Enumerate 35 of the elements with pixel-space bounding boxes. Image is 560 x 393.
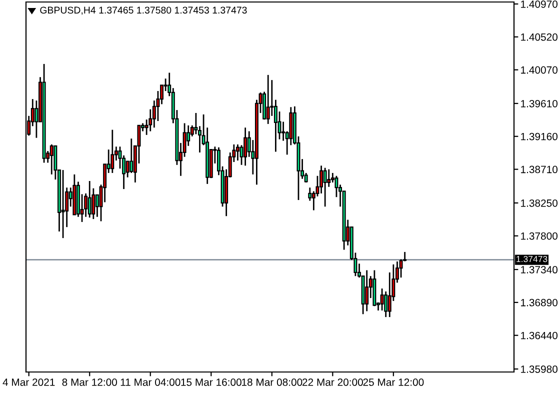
candlestick [365,270,369,312]
y-tick-label: 1.40970 [521,0,558,8]
x-tick-label: 18 Mar 08:00 [242,378,302,386]
candlestick [110,129,114,174]
candlestick [130,138,134,174]
y-tick-label: 1.39610 [521,100,558,108]
candlestick [327,168,331,188]
x-tick-label: 4 Mar 2021 [2,378,55,386]
x-tick-label: 15 Mar 16:00 [181,378,242,386]
y-tick-label: 1.38710 [521,166,558,174]
y-tick-label: 1.40520 [521,33,558,41]
ref-line-label: 1.37473 [516,256,548,262]
y-tick-label: 1.36440 [521,332,558,340]
candlestick [244,126,248,166]
y-tick-label: 1.37340 [521,266,558,274]
x-tick-label: 11 Mar 04:00 [120,378,180,386]
x-tick-label: 8 Mar 12:00 [62,378,117,386]
chart-title: GBPUSD,H4 1.37465 1.37580 1.37453 1.37473 [40,6,247,15]
candlestick [61,169,65,239]
candlestick [50,144,54,176]
candlestick [323,167,327,208]
x-tick-label: 25 Mar 12:00 [363,378,424,386]
candlestick [308,186,312,202]
candlestick [88,180,92,218]
y-tick-label: 1.35980 [521,366,558,373]
candlestick [266,74,270,125]
y-tick-label: 1.38250 [521,199,558,207]
candlestick [380,288,384,312]
candlestick [399,258,403,278]
y-tick-label: 1.39160 [521,132,558,140]
y-tick-label: 1.37800 [521,232,558,240]
x-tick-label: 22 Mar 20:00 [302,378,363,386]
candlestick [236,144,240,162]
y-tick-label: 1.40070 [521,66,558,74]
y-tick-label: 1.36890 [521,298,558,306]
